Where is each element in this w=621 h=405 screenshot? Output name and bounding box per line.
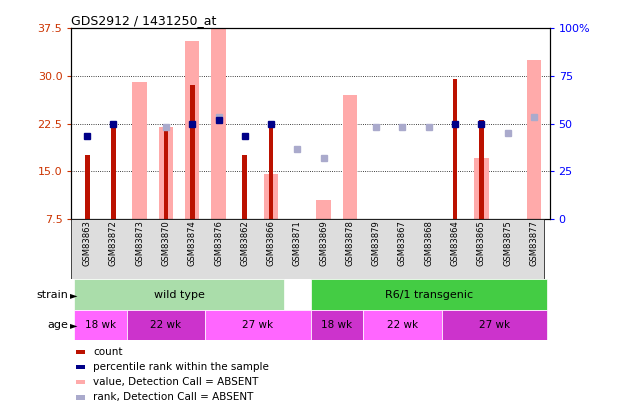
Text: GSM83864: GSM83864	[450, 220, 460, 266]
Bar	[264, 174, 278, 219]
Text: age: age	[47, 320, 68, 330]
Text: GSM83868: GSM83868	[424, 220, 433, 266]
Text: GSM83869: GSM83869	[319, 220, 328, 266]
Text: GSM83879: GSM83879	[372, 220, 381, 266]
Bar	[76, 365, 85, 369]
Bar	[363, 310, 442, 340]
Text: R6/1 transgenic: R6/1 transgenic	[384, 290, 473, 300]
Text: count: count	[93, 347, 122, 357]
Bar	[76, 350, 85, 354]
Bar	[453, 79, 457, 219]
Bar	[242, 155, 247, 219]
Text: GSM83871: GSM83871	[293, 220, 302, 266]
Text: GSM83872: GSM83872	[109, 220, 118, 266]
Bar	[190, 85, 194, 219]
Text: GSM83874: GSM83874	[188, 220, 197, 266]
Text: 22 wk: 22 wk	[150, 320, 181, 330]
Bar	[442, 310, 547, 340]
Bar	[185, 41, 199, 219]
Text: GDS2912 / 1431250_at: GDS2912 / 1431250_at	[71, 14, 217, 27]
Bar	[159, 127, 173, 219]
Bar	[85, 155, 89, 219]
Bar	[211, 28, 226, 219]
Text: ►: ►	[70, 320, 78, 330]
Bar	[164, 124, 168, 219]
Text: GSM83877: GSM83877	[529, 220, 538, 266]
Text: GSM83878: GSM83878	[345, 220, 355, 266]
Text: GSM83865: GSM83865	[477, 220, 486, 266]
Bar	[527, 60, 541, 219]
Text: 27 wk: 27 wk	[479, 320, 510, 330]
Bar	[310, 279, 547, 310]
Text: GSM83870: GSM83870	[161, 220, 171, 266]
Text: GSM83862: GSM83862	[240, 220, 249, 266]
Bar	[269, 124, 273, 219]
Text: 22 wk: 22 wk	[387, 320, 418, 330]
Text: 27 wk: 27 wk	[242, 320, 273, 330]
Bar	[76, 380, 85, 384]
Text: GSM83873: GSM83873	[135, 220, 144, 266]
Text: rank, Detection Call = ABSENT: rank, Detection Call = ABSENT	[93, 392, 253, 403]
Bar	[127, 310, 206, 340]
Bar	[343, 95, 357, 219]
Text: percentile rank within the sample: percentile rank within the sample	[93, 362, 269, 372]
Text: wild type: wild type	[153, 290, 204, 300]
Text: GSM83867: GSM83867	[398, 220, 407, 266]
Text: value, Detection Call = ABSENT: value, Detection Call = ABSENT	[93, 377, 258, 387]
Text: GSM83863: GSM83863	[83, 220, 92, 266]
Text: 18 wk: 18 wk	[84, 320, 116, 330]
Bar	[76, 395, 85, 400]
Bar	[111, 124, 116, 219]
Text: GSM83876: GSM83876	[214, 220, 223, 266]
Text: strain: strain	[37, 290, 68, 300]
Bar	[310, 310, 363, 340]
Bar	[132, 82, 147, 219]
Bar	[317, 200, 331, 219]
Bar	[74, 310, 127, 340]
Bar	[206, 310, 310, 340]
Text: ►: ►	[70, 290, 78, 300]
Text: 18 wk: 18 wk	[321, 320, 352, 330]
Text: GSM83866: GSM83866	[266, 220, 276, 266]
Bar	[479, 120, 484, 219]
Text: GSM83875: GSM83875	[503, 220, 512, 266]
Bar	[474, 158, 489, 219]
Bar	[74, 279, 284, 310]
